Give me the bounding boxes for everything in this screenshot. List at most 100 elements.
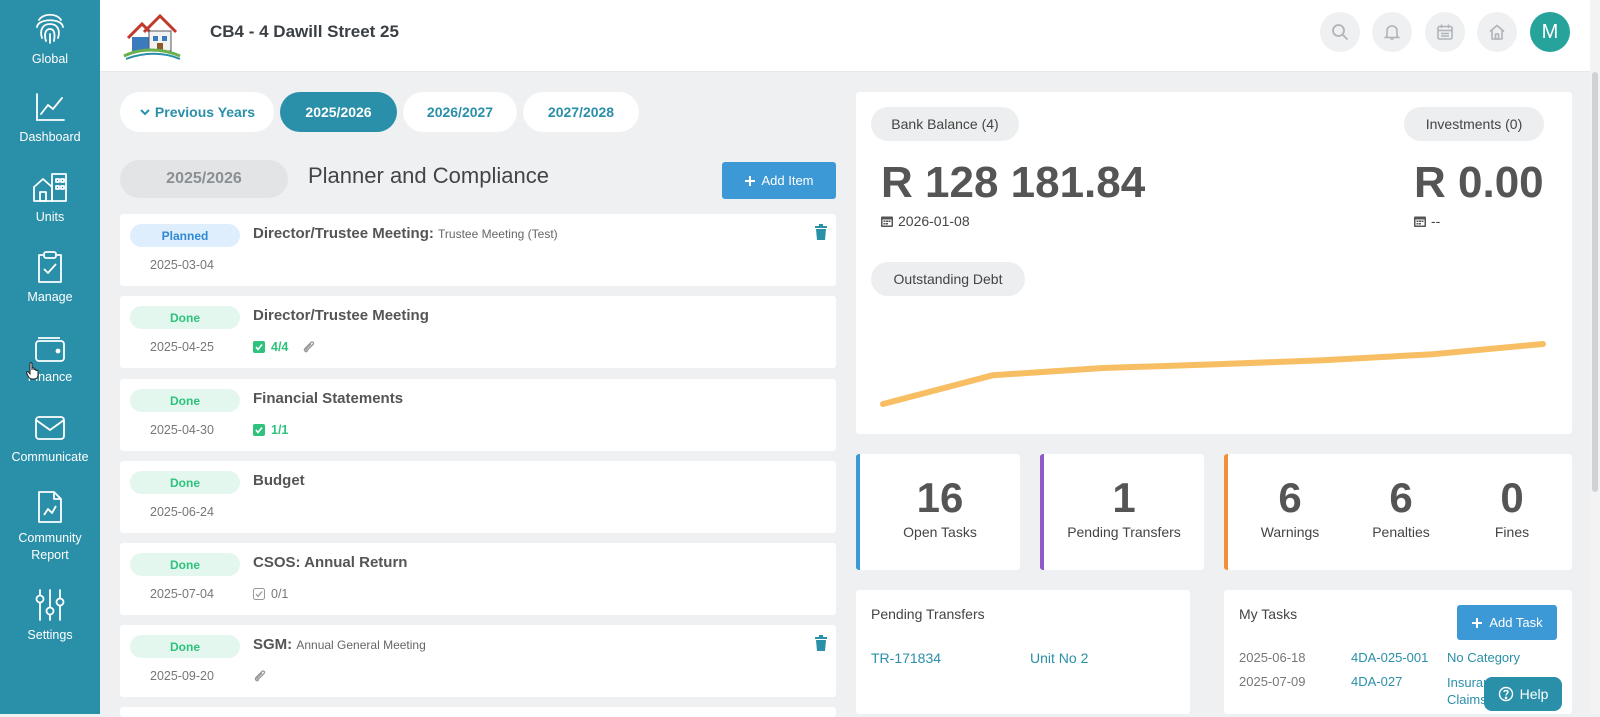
bank-balance-pill[interactable]: Bank Balance (4) — [871, 107, 1019, 141]
open-tasks-label: Open Tasks — [903, 524, 977, 540]
warnings-stat: 6 Warnings — [1230, 474, 1350, 540]
paperclip-icon[interactable] — [253, 669, 267, 683]
planner-item-meta: 4/4 — [253, 340, 316, 354]
planner-item-meta: 1/1 — [253, 423, 288, 437]
planner-item-title-text: SGM: — [253, 636, 293, 653]
planner-item-subtitle: Annual General Meeting — [296, 638, 426, 652]
warnings-count: 6 — [1278, 474, 1302, 521]
sidebar-item-global[interactable]: Global — [0, 10, 100, 66]
task-ref-link[interactable]: 4DA-025-001 — [1351, 650, 1429, 665]
search-button[interactable] — [1320, 12, 1360, 52]
scrollbar-thumb[interactable] — [1592, 72, 1598, 492]
tab-year-2026-2027[interactable]: 2026/2027 — [403, 92, 517, 132]
sidebar: Global Dashboard Units Manage Finance Co… — [0, 0, 100, 714]
tab-year-2027-2028[interactable]: 2027/2028 — [523, 92, 639, 132]
planner-item[interactable]: Done Budget 2025-06-24 — [120, 461, 836, 533]
task-category: No Category — [1447, 650, 1520, 665]
add-task-button[interactable]: Add Task — [1457, 605, 1557, 640]
sidebar-item-label: Community — [18, 531, 82, 545]
planner-item-title: Director/Trustee Meeting: Trustee Meetin… — [253, 225, 558, 242]
status-badge: Done — [130, 635, 240, 658]
planner-item-date: 2025-03-04 — [150, 258, 214, 272]
task-row[interactable]: 2025-07-09 4DA-027 Insurance Claims — [1239, 674, 1507, 708]
sidebar-item-label: Communicate — [11, 450, 89, 464]
sidebar-item-units[interactable]: Units — [0, 170, 100, 224]
planner-item-title: Budget — [253, 472, 305, 489]
add-item-button[interactable]: Add Item — [722, 162, 836, 199]
compliance-card[interactable]: 6 Warnings 6 Penalties 0 Fines — [1224, 454, 1572, 570]
fines-count: 0 — [1500, 474, 1524, 521]
search-icon — [1332, 24, 1349, 41]
status-badge: Done — [130, 389, 240, 412]
pending-transfers-card[interactable]: 1 Pending Transfers — [1040, 454, 1204, 570]
warnings-label: Warnings — [1260, 524, 1320, 540]
planner-item[interactable]: Done SGM: Annual General Meeting 2025-09… — [120, 625, 836, 697]
sidebar-item-finance[interactable]: Finance — [0, 332, 100, 384]
investments-date-row: -- — [1414, 213, 1440, 229]
planner-item-date: 2025-04-30 — [150, 423, 214, 437]
wallet-icon — [35, 337, 65, 362]
pending-transfers-panel: Pending Transfers TR-171834 Unit No 2 — [856, 590, 1190, 714]
checklist-count: 4/4 — [271, 340, 289, 354]
task-row[interactable]: 2025-06-18 4DA-025-001 No Category — [1239, 650, 1557, 665]
planner-item[interactable]: Planned Director/Trustee Meeting: Truste… — [120, 214, 836, 286]
previous-years-button[interactable]: Previous Years — [120, 92, 274, 132]
checkbox-checked-icon — [253, 424, 265, 436]
open-tasks-card[interactable]: 16 Open Tasks — [856, 454, 1020, 570]
plus-icon — [1472, 617, 1483, 628]
sidebar-item-settings[interactable]: Settings — [0, 588, 100, 642]
paperclip-icon[interactable] — [302, 340, 316, 354]
penalties-label: Penalties — [1372, 524, 1430, 540]
checklist-count: 0/1 — [271, 587, 289, 601]
my-tasks-title: My Tasks — [1239, 606, 1298, 622]
planner-item[interactable]: Done Director/Trustee Meeting 2025-04-25… — [120, 296, 836, 368]
trash-icon[interactable] — [814, 224, 828, 240]
tab-year-2025-2026[interactable]: 2025/2026 — [280, 92, 397, 132]
top-bar: CB4 - 4 Dawill Street 25 M — [100, 0, 1590, 72]
planner-item-title: Director/Trustee Meeting — [253, 307, 429, 324]
sidebar-item-dashboard[interactable]: Dashboard — [0, 90, 100, 144]
sidebar-item-manage[interactable]: Manage — [0, 250, 100, 304]
sidebar-item-communicate[interactable]: Communicate — [0, 412, 100, 464]
planner-item[interactable]: Done CSOS: Annual Return 2025-07-04 0/1 — [120, 543, 836, 615]
planner-item — [120, 707, 836, 717]
trash-icon[interactable] — [814, 635, 828, 651]
logo[interactable] — [122, 10, 182, 60]
investments-pill[interactable]: Investments (0) — [1404, 107, 1544, 141]
status-badge: Done — [130, 306, 240, 329]
investments-value: R 0.00 — [1414, 158, 1544, 207]
help-button[interactable]: Help — [1484, 677, 1562, 711]
bank-panel: Bank Balance (4) R 128 181.84 2026-01-08… — [856, 92, 1572, 434]
outstanding-debt-pill[interactable]: Outstanding Debt — [871, 262, 1025, 296]
line-chart-icon — [36, 93, 65, 121]
calendar-button[interactable] — [1425, 12, 1465, 52]
sidebar-item-community-report[interactable]: Community Report — [0, 490, 100, 564]
transfer-ref-link[interactable]: TR-171834 — [871, 650, 942, 666]
help-label: Help — [1519, 686, 1549, 702]
report-icon — [38, 491, 62, 523]
balance-trend-chart — [880, 341, 1546, 407]
status-badge: Done — [130, 471, 240, 494]
fines-label: Fines — [1494, 524, 1530, 540]
section-title: Planner and Compliance — [308, 163, 549, 188]
balance-trend-line — [880, 341, 1546, 407]
bank-balance-date-row: 2026-01-08 — [881, 213, 970, 229]
avatar[interactable]: M — [1530, 12, 1570, 52]
planner-item-title: SGM: Annual General Meeting — [253, 636, 426, 653]
notifications-button[interactable] — [1372, 12, 1412, 52]
open-tasks-count: 16 — [916, 474, 964, 521]
home-button[interactable] — [1477, 12, 1517, 52]
planner-item-title: Financial Statements — [253, 390, 404, 407]
transfer-unit-link[interactable]: Unit No 2 — [1030, 650, 1089, 666]
task-ref-link[interactable]: 4DA-027 — [1351, 674, 1403, 689]
planner-item-date: 2025-07-04 — [150, 587, 214, 601]
pending-transfers-label: Pending Transfers — [1067, 524, 1181, 540]
calendar-icon — [1437, 24, 1453, 40]
planner-item[interactable]: Done Financial Statements 2025-04-30 1/1 — [120, 379, 836, 451]
building-icon — [33, 173, 67, 202]
previous-years-label: Previous Years — [154, 104, 256, 120]
bell-icon — [1383, 25, 1401, 40]
planner-item-title: CSOS: Annual Return — [253, 554, 408, 571]
sidebar-item-label: Settings — [27, 628, 73, 642]
planner-item-title-text: Director/Trustee Meeting: — [253, 225, 434, 242]
